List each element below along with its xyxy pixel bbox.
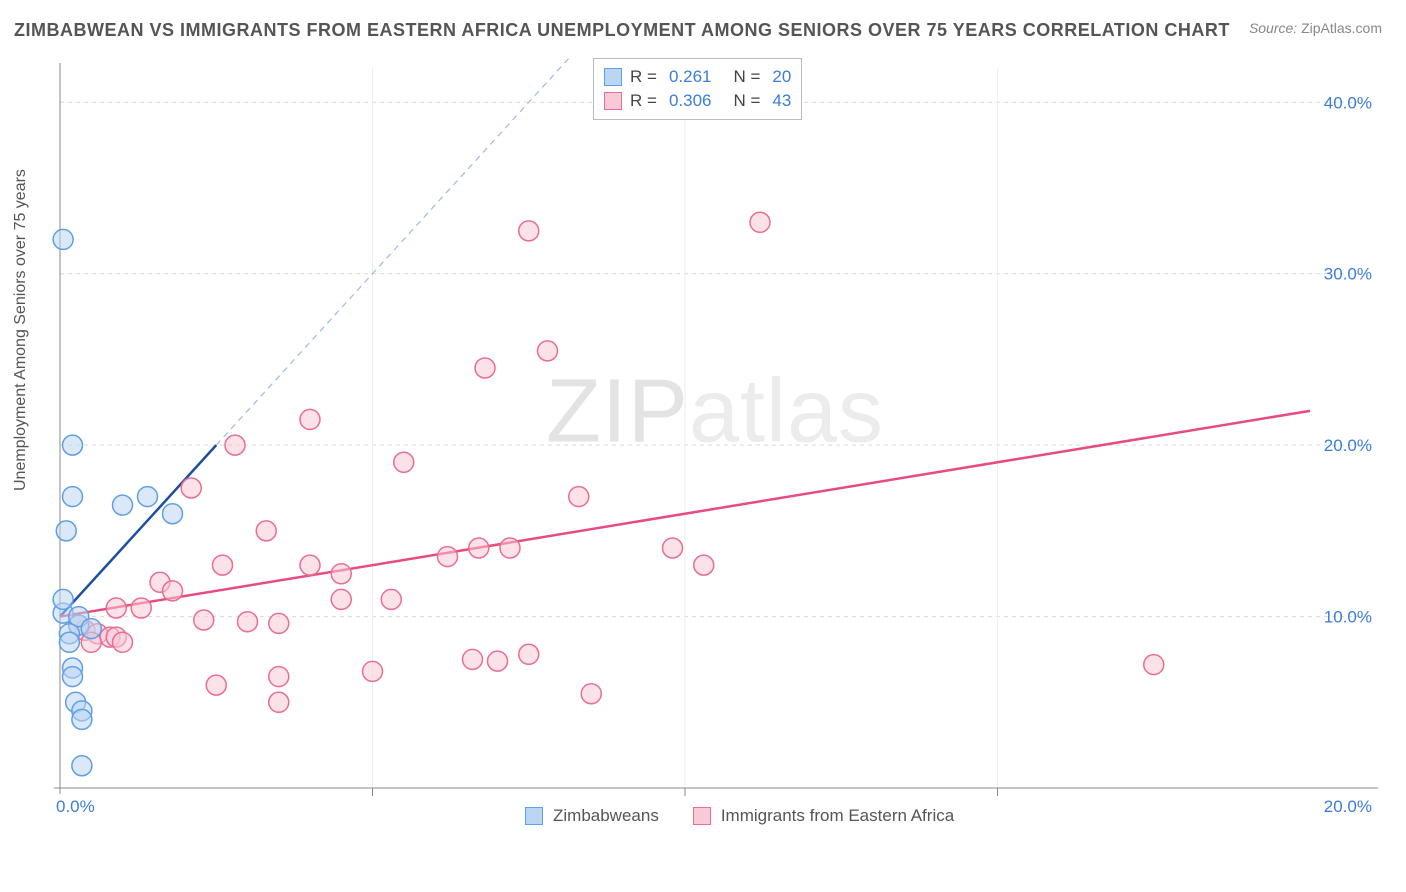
data-point [538,341,558,361]
data-point [519,221,539,241]
data-point [163,504,183,524]
legend-r-label: R = [630,91,657,111]
data-point [363,661,383,681]
data-point [463,649,483,669]
data-point [63,667,83,687]
plot-area: ZIPatlas 10.0%20.0%30.0%40.0%0.0%20.0% R… [50,58,1380,828]
data-point [569,487,589,507]
data-point [1144,655,1164,675]
legend-series-label: Zimbabweans [553,806,659,826]
data-point [56,521,76,541]
legend-r-value: 0.306 [669,91,712,111]
data-point [519,644,539,664]
data-point [59,632,79,652]
data-point [163,581,183,601]
legend-swatch [693,807,711,825]
y-axis-label: Unemployment Among Seniors over 75 years [12,169,30,491]
data-point [581,684,601,704]
data-point [500,538,520,558]
y-tick-label: 20.0% [1324,436,1372,455]
source-label: Source: ZipAtlas.com [1249,20,1382,36]
source-prefix: Source: [1249,20,1301,36]
data-point [381,589,401,609]
y-tick-label: 10.0% [1324,608,1372,627]
data-point [331,564,351,584]
data-point [469,538,489,558]
legend-r-value: 0.261 [669,67,712,87]
legend-correlation-row: R = 0.261 N = 20 [604,65,791,89]
data-point [206,675,226,695]
data-point [750,212,770,232]
legend-correlation-box: R = 0.261 N = 20 R = 0.306 N = 43 [593,58,802,120]
data-point [394,452,414,472]
source-name: ZipAtlas.com [1301,20,1382,36]
data-point [81,619,101,639]
legend-n-value: 43 [772,91,791,111]
y-tick-label: 40.0% [1324,93,1372,112]
data-point [63,487,83,507]
data-point [225,435,245,455]
legend-r-label: R = [630,67,657,87]
x-tick-label: 20.0% [1324,797,1372,816]
legend-n-value: 20 [772,67,791,87]
data-point [269,613,289,633]
data-point [488,651,508,671]
data-point [269,692,289,712]
data-point [53,589,73,609]
data-point [131,598,151,618]
data-point [256,521,276,541]
legend-n-label: N = [733,91,760,111]
trend-line [60,445,216,616]
data-point [238,612,258,632]
legend-swatch [604,68,622,86]
data-point [113,495,133,515]
x-tick-label: 0.0% [56,797,95,816]
legend-series: Zimbabweans Immigrants from Eastern Afric… [525,806,978,826]
data-point [113,632,133,652]
legend-n-label: N = [733,67,760,87]
data-point [331,589,351,609]
data-point [213,555,233,575]
data-point [300,409,320,429]
data-point [300,555,320,575]
data-point [181,478,201,498]
data-point [663,538,683,558]
data-point [269,667,289,687]
y-tick-label: 30.0% [1324,265,1372,284]
data-point [63,435,83,455]
legend-swatch [525,807,543,825]
scatter-svg: 10.0% 20.0% 30.0% 40.0% 0.0% 20.0% [50,58,1380,828]
data-point [138,487,158,507]
data-point [694,555,714,575]
data-point [475,358,495,378]
data-point [53,229,73,249]
data-point [106,598,126,618]
legend-swatch [604,92,622,110]
data-point [72,756,92,776]
chart-container: ZIMBABWEAN VS IMMIGRANTS FROM EASTERN AF… [0,0,1406,892]
chart-title: ZIMBABWEAN VS IMMIGRANTS FROM EASTERN AF… [14,20,1230,41]
data-point [194,610,214,630]
legend-series-label: Immigrants from Eastern Africa [721,806,954,826]
data-point [72,709,92,729]
legend-correlation-row: R = 0.306 N = 43 [604,89,791,113]
data-point [438,547,458,567]
